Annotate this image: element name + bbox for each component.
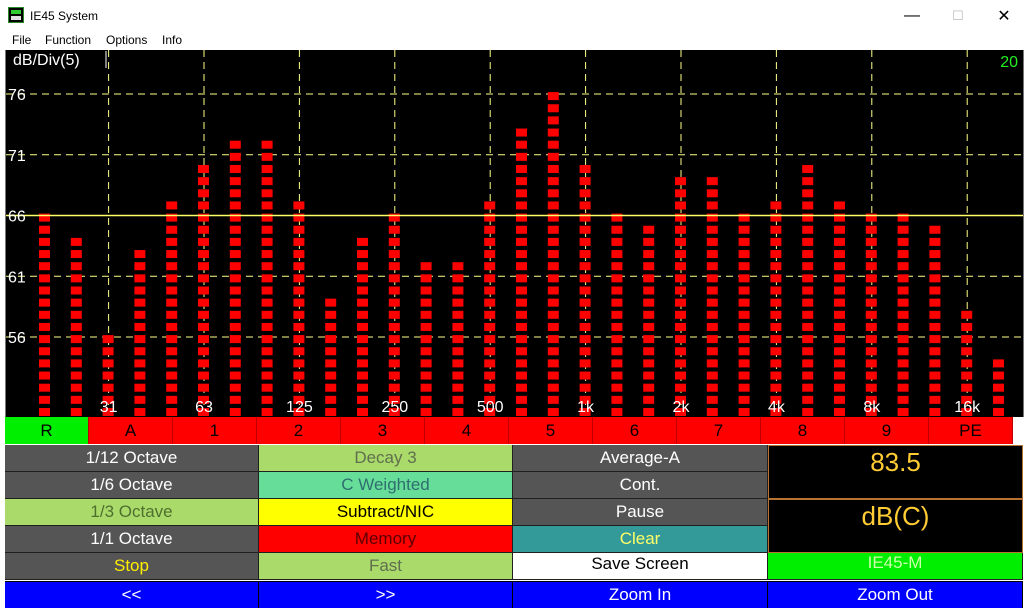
spectrum-bar: [293, 201, 305, 416]
band-button-9[interactable]: 9: [845, 417, 929, 444]
y-tick-label: 61: [8, 269, 26, 286]
zoom-in-button[interactable]: Zoom In: [513, 581, 768, 608]
y-tick-label: 66: [8, 209, 26, 226]
x-tick-label: 2k: [673, 399, 691, 416]
spectrum-bar: [865, 213, 877, 416]
x-tick-label: 31: [100, 399, 118, 416]
spectrum-bar: [897, 213, 909, 416]
zoom-out-button[interactable]: Zoom Out: [768, 581, 1023, 608]
band-button-4[interactable]: 4: [425, 417, 509, 444]
fast-button[interactable]: Fast: [259, 553, 513, 580]
octave-1-6-button[interactable]: 1/6 Octave: [5, 472, 259, 499]
average-time-readout: 20: [1000, 54, 1018, 71]
x-tick-label: 1k: [577, 399, 595, 416]
continuous-button[interactable]: Cont.: [513, 472, 768, 499]
band-button-5[interactable]: 5: [509, 417, 593, 444]
memory-button[interactable]: Memory: [259, 526, 513, 553]
level-readout: 83.5: [768, 445, 1023, 499]
spectrum-bar: [706, 177, 718, 416]
save-screen-button[interactable]: Save Screen: [513, 553, 768, 580]
device-button[interactable]: IE45-M: [768, 553, 1023, 580]
c-weighted-button[interactable]: C Weighted: [259, 472, 513, 499]
menu-function[interactable]: Function: [45, 33, 92, 47]
x-tick-label: 500: [477, 399, 504, 416]
scroll-left-button[interactable]: <<: [5, 581, 259, 608]
spectrum-bar: [357, 237, 368, 416]
scale-label: dB/Div(5): [13, 52, 80, 69]
x-tick-label: 16k: [954, 399, 981, 416]
weighting-readout: dB(C): [768, 499, 1023, 553]
spectrum-bar: [134, 250, 146, 416]
band-button-8[interactable]: 8: [761, 417, 845, 444]
minimize-button[interactable]: —: [904, 6, 920, 24]
spectrum-bar: [738, 213, 750, 416]
spectrum-bar: [675, 177, 686, 416]
title-bar: IE45 System — ☐ ✕: [0, 0, 1029, 31]
spectrum-bar: [102, 335, 114, 416]
spectrum-bar: [229, 140, 241, 416]
menu-bar: File Function Options Info: [0, 31, 1029, 50]
spectrum-bar: [547, 92, 559, 416]
octave-1-3-button[interactable]: 1/3 Octave: [5, 499, 259, 526]
menu-info[interactable]: Info: [162, 33, 183, 47]
x-tick-label: 4k: [768, 399, 786, 416]
spectrum-bar: [802, 165, 814, 416]
spectrum-bar: [484, 201, 496, 416]
menu-file[interactable]: File: [12, 33, 32, 47]
x-tick-label: 125: [286, 399, 313, 416]
spectrum-bar: [516, 128, 527, 416]
y-tick-label: 71: [8, 148, 26, 165]
spectrum-bar: [325, 298, 337, 416]
spectrum-bar: [643, 225, 655, 416]
average-a-button[interactable]: Average-A: [513, 445, 768, 472]
pause-button[interactable]: Pause: [513, 499, 768, 526]
app-icon: [8, 7, 24, 23]
octave-1-12-button[interactable]: 1/12 Octave: [5, 445, 259, 472]
spectrum-bar: [166, 201, 178, 416]
band-selector: R A 1 2 3 4 5 6 7 8 9 PE: [5, 417, 1014, 444]
spectrum-bar: [388, 213, 400, 416]
clear-button[interactable]: Clear: [513, 526, 768, 553]
band-button-3[interactable]: 3: [341, 417, 425, 444]
close-button[interactable]: ✕: [997, 7, 1011, 25]
spectrum-bar: [579, 165, 591, 416]
spectrum-bar: [70, 237, 82, 416]
spectrum-bar: [993, 359, 1004, 416]
window-title: IE45 System: [30, 9, 99, 23]
spectrum-bar: [611, 213, 623, 416]
y-tick-label: 76: [8, 87, 26, 104]
band-button-a[interactable]: A: [89, 417, 173, 444]
spectrum-bar: [39, 213, 50, 416]
spectrum-bar: [198, 165, 209, 416]
y-tick-label: 56: [8, 330, 26, 347]
octave-1-1-button[interactable]: 1/1 Octave: [5, 526, 259, 553]
x-tick-label: 8k: [863, 399, 881, 416]
spectrum-bar: [929, 225, 941, 416]
band-button-2[interactable]: 2: [257, 417, 341, 444]
spectrum-bar: [834, 201, 845, 416]
subtract-nic-button[interactable]: Subtract/NIC: [259, 499, 513, 526]
x-tick-label: 63: [195, 399, 213, 416]
stop-button[interactable]: Stop: [5, 553, 259, 580]
scroll-right-button[interactable]: >>: [259, 581, 513, 608]
menu-options[interactable]: Options: [106, 33, 148, 47]
spectrum-bar: [420, 262, 432, 416]
spectrum-bar: [770, 201, 782, 416]
spectrum-chart: 76 71 66 61 56 31 63 125 250 500 1k 2k 4k 8k 16k dB/D…: [6, 50, 1023, 416]
decay-button[interactable]: Decay 3: [259, 445, 513, 472]
spectrum-display: 76 71 66 61 56 31 63 125 250 500 1k 2k 4k 8k 16k dB/D…: [5, 50, 1024, 417]
band-button-1[interactable]: 1: [173, 417, 257, 444]
band-button-6[interactable]: 6: [593, 417, 677, 444]
band-button-7[interactable]: 7: [677, 417, 761, 444]
level-value: 83.5: [870, 447, 921, 477]
spectrum-bar: [452, 262, 464, 416]
spectrum-bar: [261, 140, 273, 416]
x-tick-label: 250: [381, 399, 408, 416]
spectrum-bar: [961, 310, 973, 416]
band-button-r[interactable]: R: [5, 417, 89, 444]
band-button-pe[interactable]: PE: [929, 417, 1013, 444]
maximize-button[interactable]: ☐: [952, 7, 964, 23]
weighting-unit: dB(C): [861, 501, 930, 531]
